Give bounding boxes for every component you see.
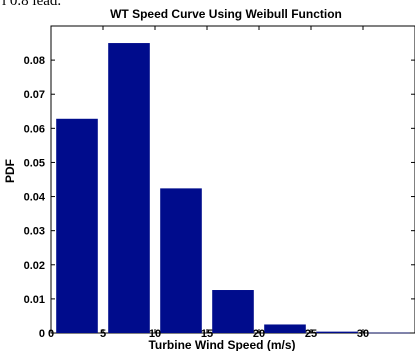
chart-title: WT Speed Curve Using Weibull Function xyxy=(110,7,342,21)
y-ticks-group: 0 0.01 0.02 0.03 0.04 0.05 0.06 0.07 0.08 xyxy=(24,55,415,340)
y-tick-label: 0.07 xyxy=(24,89,45,101)
y-tick-label: 0.04 xyxy=(24,192,46,204)
y-tick-label: 0.01 xyxy=(24,294,45,306)
y-axis-label: PDF xyxy=(3,159,17,183)
y-tick-label: 0.05 xyxy=(24,157,45,169)
y-tick-label: 0 xyxy=(39,328,45,340)
bar-1 xyxy=(56,118,98,333)
plot-area-frame xyxy=(50,25,415,334)
y-tick-label: 0.06 xyxy=(24,123,45,135)
x-axis-label: Turbine Wind Speed (m/s) xyxy=(148,338,295,351)
clipped-top-text: l 0.8 lead. xyxy=(2,0,62,9)
bars-group xyxy=(56,43,410,334)
x-tick-label: 0 xyxy=(48,328,54,340)
x-tick-label: 10 xyxy=(149,328,161,340)
x-tick-label: 30 xyxy=(357,328,369,340)
x-tick-label: 20 xyxy=(253,328,265,340)
bar-4 xyxy=(212,290,254,333)
y-tick-label: 0.08 xyxy=(24,55,45,67)
x-ticks-group: 0 5 10 15 20 25 30 xyxy=(48,26,369,340)
bar-5 xyxy=(264,324,306,333)
x-tick-label: 15 xyxy=(201,328,213,340)
bar-6 xyxy=(316,331,358,333)
bar-2 xyxy=(108,43,150,334)
x-tick-label: 25 xyxy=(305,328,317,340)
x-tick-label: 5 xyxy=(100,328,106,340)
bar-3 xyxy=(160,188,202,333)
y-tick-label: 0.02 xyxy=(24,260,45,272)
bar-7 xyxy=(368,332,410,334)
y-tick-label: 0.03 xyxy=(24,226,45,238)
